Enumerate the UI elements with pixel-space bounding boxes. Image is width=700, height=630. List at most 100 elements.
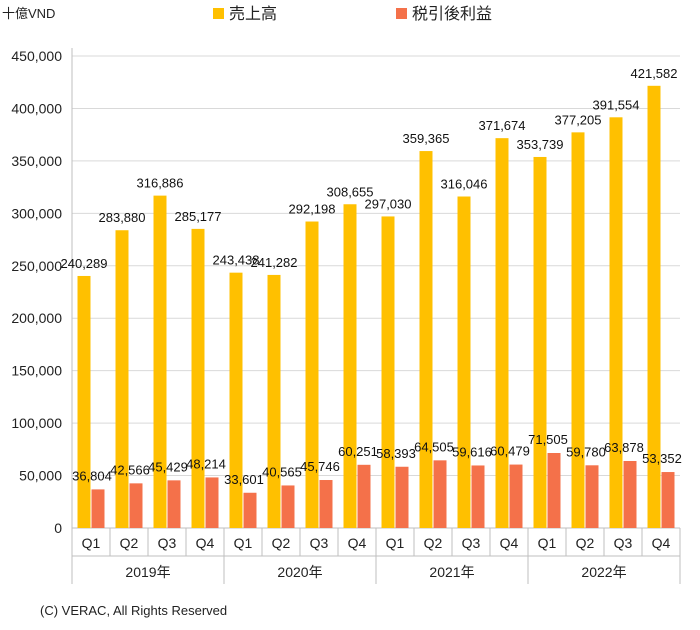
bar-profit-13: [585, 465, 599, 528]
bar-sales-0: [77, 275, 91, 528]
label-sales-4: 243,438: [213, 253, 260, 268]
bar-profit-0: [91, 489, 105, 528]
label-profit-14: 63,878: [604, 440, 644, 455]
bar-profit-11: [509, 464, 523, 528]
year-label-0: 2019年: [125, 564, 170, 580]
x-tick-label-10: Q3: [462, 535, 481, 551]
bar-profit-3: [205, 477, 219, 528]
y-tick-label: 0: [54, 520, 62, 536]
x-tick-label-6: Q3: [310, 535, 329, 551]
label-profit-15: 53,352: [642, 451, 682, 466]
label-profit-8: 58,393: [376, 446, 416, 461]
x-tick-label-14: Q3: [614, 535, 633, 551]
x-tick-label-0: Q1: [82, 535, 101, 551]
bar-profit-12: [547, 452, 561, 528]
x-tick-label-5: Q2: [272, 535, 291, 551]
year-label-3: 2022年: [581, 564, 626, 580]
label-sales-10: 316,046: [441, 177, 488, 192]
label-profit-6: 45,746: [300, 459, 340, 474]
x-tick-label-3: Q4: [196, 535, 215, 551]
unit-label: 十億VND: [2, 6, 55, 21]
bar-profit-7: [357, 464, 371, 528]
year-label-2: 2021年: [429, 564, 474, 580]
label-profit-2: 45,429: [148, 459, 188, 474]
copyright-text: (C) VERAC, All Rights Reserved: [40, 603, 228, 618]
label-sales-14: 391,554: [593, 97, 640, 112]
label-profit-12: 71,505: [528, 432, 568, 447]
x-tick-label-7: Q4: [348, 535, 367, 551]
legend-label-1: 税引後利益: [412, 5, 492, 23]
bar-sales-1: [115, 230, 129, 528]
bar-profit-10: [471, 465, 485, 528]
bar-profit-8: [395, 466, 409, 528]
x-tick-label-11: Q4: [500, 535, 519, 551]
bar-sales-6: [305, 221, 319, 528]
label-profit-1: 42,566: [110, 462, 150, 477]
x-tick-label-12: Q1: [538, 535, 557, 551]
bar-sales-4: [229, 272, 243, 528]
bar-sales-14: [609, 117, 623, 529]
label-sales-2: 316,886: [137, 176, 184, 191]
bar-profit-1: [129, 483, 143, 528]
label-sales-8: 297,030: [365, 196, 412, 211]
bar-profit-15: [661, 472, 675, 528]
year-label-1: 2020年: [277, 564, 322, 580]
y-tick-label: 50,000: [19, 468, 62, 484]
label-profit-4: 33,601: [224, 472, 264, 487]
bar-sales-10: [457, 196, 471, 528]
label-profit-0: 36,804: [72, 468, 112, 483]
label-profit-9: 64,505: [414, 439, 454, 454]
x-tick-label-9: Q2: [424, 535, 443, 551]
bar-profit-5: [281, 485, 295, 528]
label-sales-7: 308,655: [327, 184, 374, 199]
label-sales-13: 377,205: [555, 112, 602, 127]
bar-profit-4: [243, 492, 257, 528]
x-tick-label-2: Q3: [158, 535, 177, 551]
x-tick-label-13: Q2: [576, 535, 595, 551]
label-sales-1: 283,880: [99, 210, 146, 225]
bar-sales-3: [191, 228, 205, 528]
label-sales-9: 359,365: [403, 131, 450, 146]
y-tick-label: 300,000: [11, 205, 62, 221]
legend-swatch-1: [396, 8, 407, 19]
label-sales-6: 292,198: [289, 202, 336, 217]
label-sales-12: 353,739: [517, 137, 564, 152]
label-profit-11: 60,479: [490, 444, 530, 459]
bar-sales-7: [343, 204, 357, 529]
x-tick-label-15: Q4: [652, 535, 671, 551]
y-tick-label: 250,000: [11, 258, 62, 274]
y-tick-label: 400,000: [11, 100, 62, 116]
label-sales-0: 240,289: [61, 256, 108, 271]
bar-sales-8: [381, 216, 395, 528]
bar-sales-5: [267, 274, 281, 528]
bar-profit-6: [319, 480, 333, 528]
label-sales-5: 241,282: [251, 255, 298, 270]
bar-sales-15: [647, 85, 661, 529]
bar-sales-9: [419, 151, 433, 528]
y-tick-label: 100,000: [11, 415, 62, 431]
y-tick-label: 350,000: [11, 153, 62, 169]
label-profit-5: 40,565: [262, 464, 302, 479]
bar-profit-14: [623, 460, 637, 528]
y-tick-label: 150,000: [11, 363, 62, 379]
bar-sales-2: [153, 195, 167, 528]
bar-profit-9: [433, 460, 447, 528]
y-tick-label: 200,000: [11, 310, 62, 326]
x-tick-label-8: Q1: [386, 535, 405, 551]
label-profit-7: 60,251: [338, 444, 378, 459]
bar-profit-2: [167, 480, 181, 528]
label-profit-13: 59,780: [566, 444, 606, 459]
bar-sales-11: [495, 138, 509, 528]
x-tick-label-1: Q2: [120, 535, 139, 551]
label-profit-10: 59,616: [452, 444, 492, 459]
bar-sales-12: [533, 156, 547, 528]
legend-label-0: 売上高: [229, 5, 277, 23]
label-sales-3: 285,177: [175, 209, 222, 224]
bar-sales-13: [571, 132, 585, 528]
label-sales-11: 371,674: [479, 118, 526, 133]
legend-swatch-0: [213, 8, 224, 19]
label-sales-15: 421,582: [631, 66, 678, 81]
label-profit-3: 48,214: [186, 456, 226, 471]
